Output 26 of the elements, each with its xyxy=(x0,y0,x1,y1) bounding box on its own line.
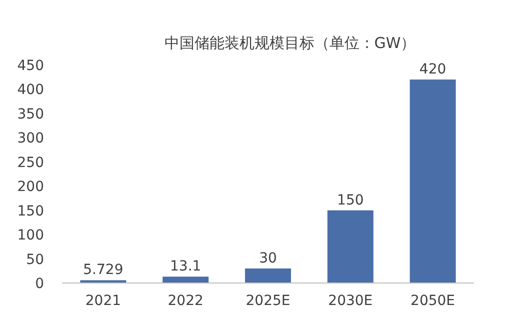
y-tick-label: 350 xyxy=(17,106,44,122)
data-label: 420 xyxy=(419,62,446,78)
x-tick-label: 2050E xyxy=(410,293,456,309)
y-tick-label: 150 xyxy=(17,203,44,220)
y-tick-label: 0 xyxy=(35,276,44,292)
y-tick-label: 300 xyxy=(17,130,44,147)
x-tick-label: 2025E xyxy=(246,293,290,309)
bar xyxy=(327,210,374,283)
y-tick-label: 200 xyxy=(17,179,44,196)
data-label: 30 xyxy=(259,250,277,266)
y-tick-label: 100 xyxy=(17,228,44,244)
bar xyxy=(80,280,126,283)
bar xyxy=(410,80,456,283)
x-tick-label: 2022 xyxy=(168,293,204,309)
y-tick-label: 50 xyxy=(26,252,44,268)
y-tick-label: 250 xyxy=(17,154,44,171)
y-tick-label: 400 xyxy=(17,82,44,98)
data-label: 150 xyxy=(337,192,364,208)
y-tick-label: 450 xyxy=(17,58,44,74)
x-tick-label: 2030E xyxy=(328,293,373,309)
bar xyxy=(162,276,209,283)
x-tick-label: 2021 xyxy=(85,293,122,309)
bar xyxy=(245,268,291,283)
data-label: 13.1 xyxy=(170,258,202,275)
chart-title: 中国储能装机规模目标（单位：GW） xyxy=(164,34,416,52)
data-label: 5.729 xyxy=(83,262,124,278)
